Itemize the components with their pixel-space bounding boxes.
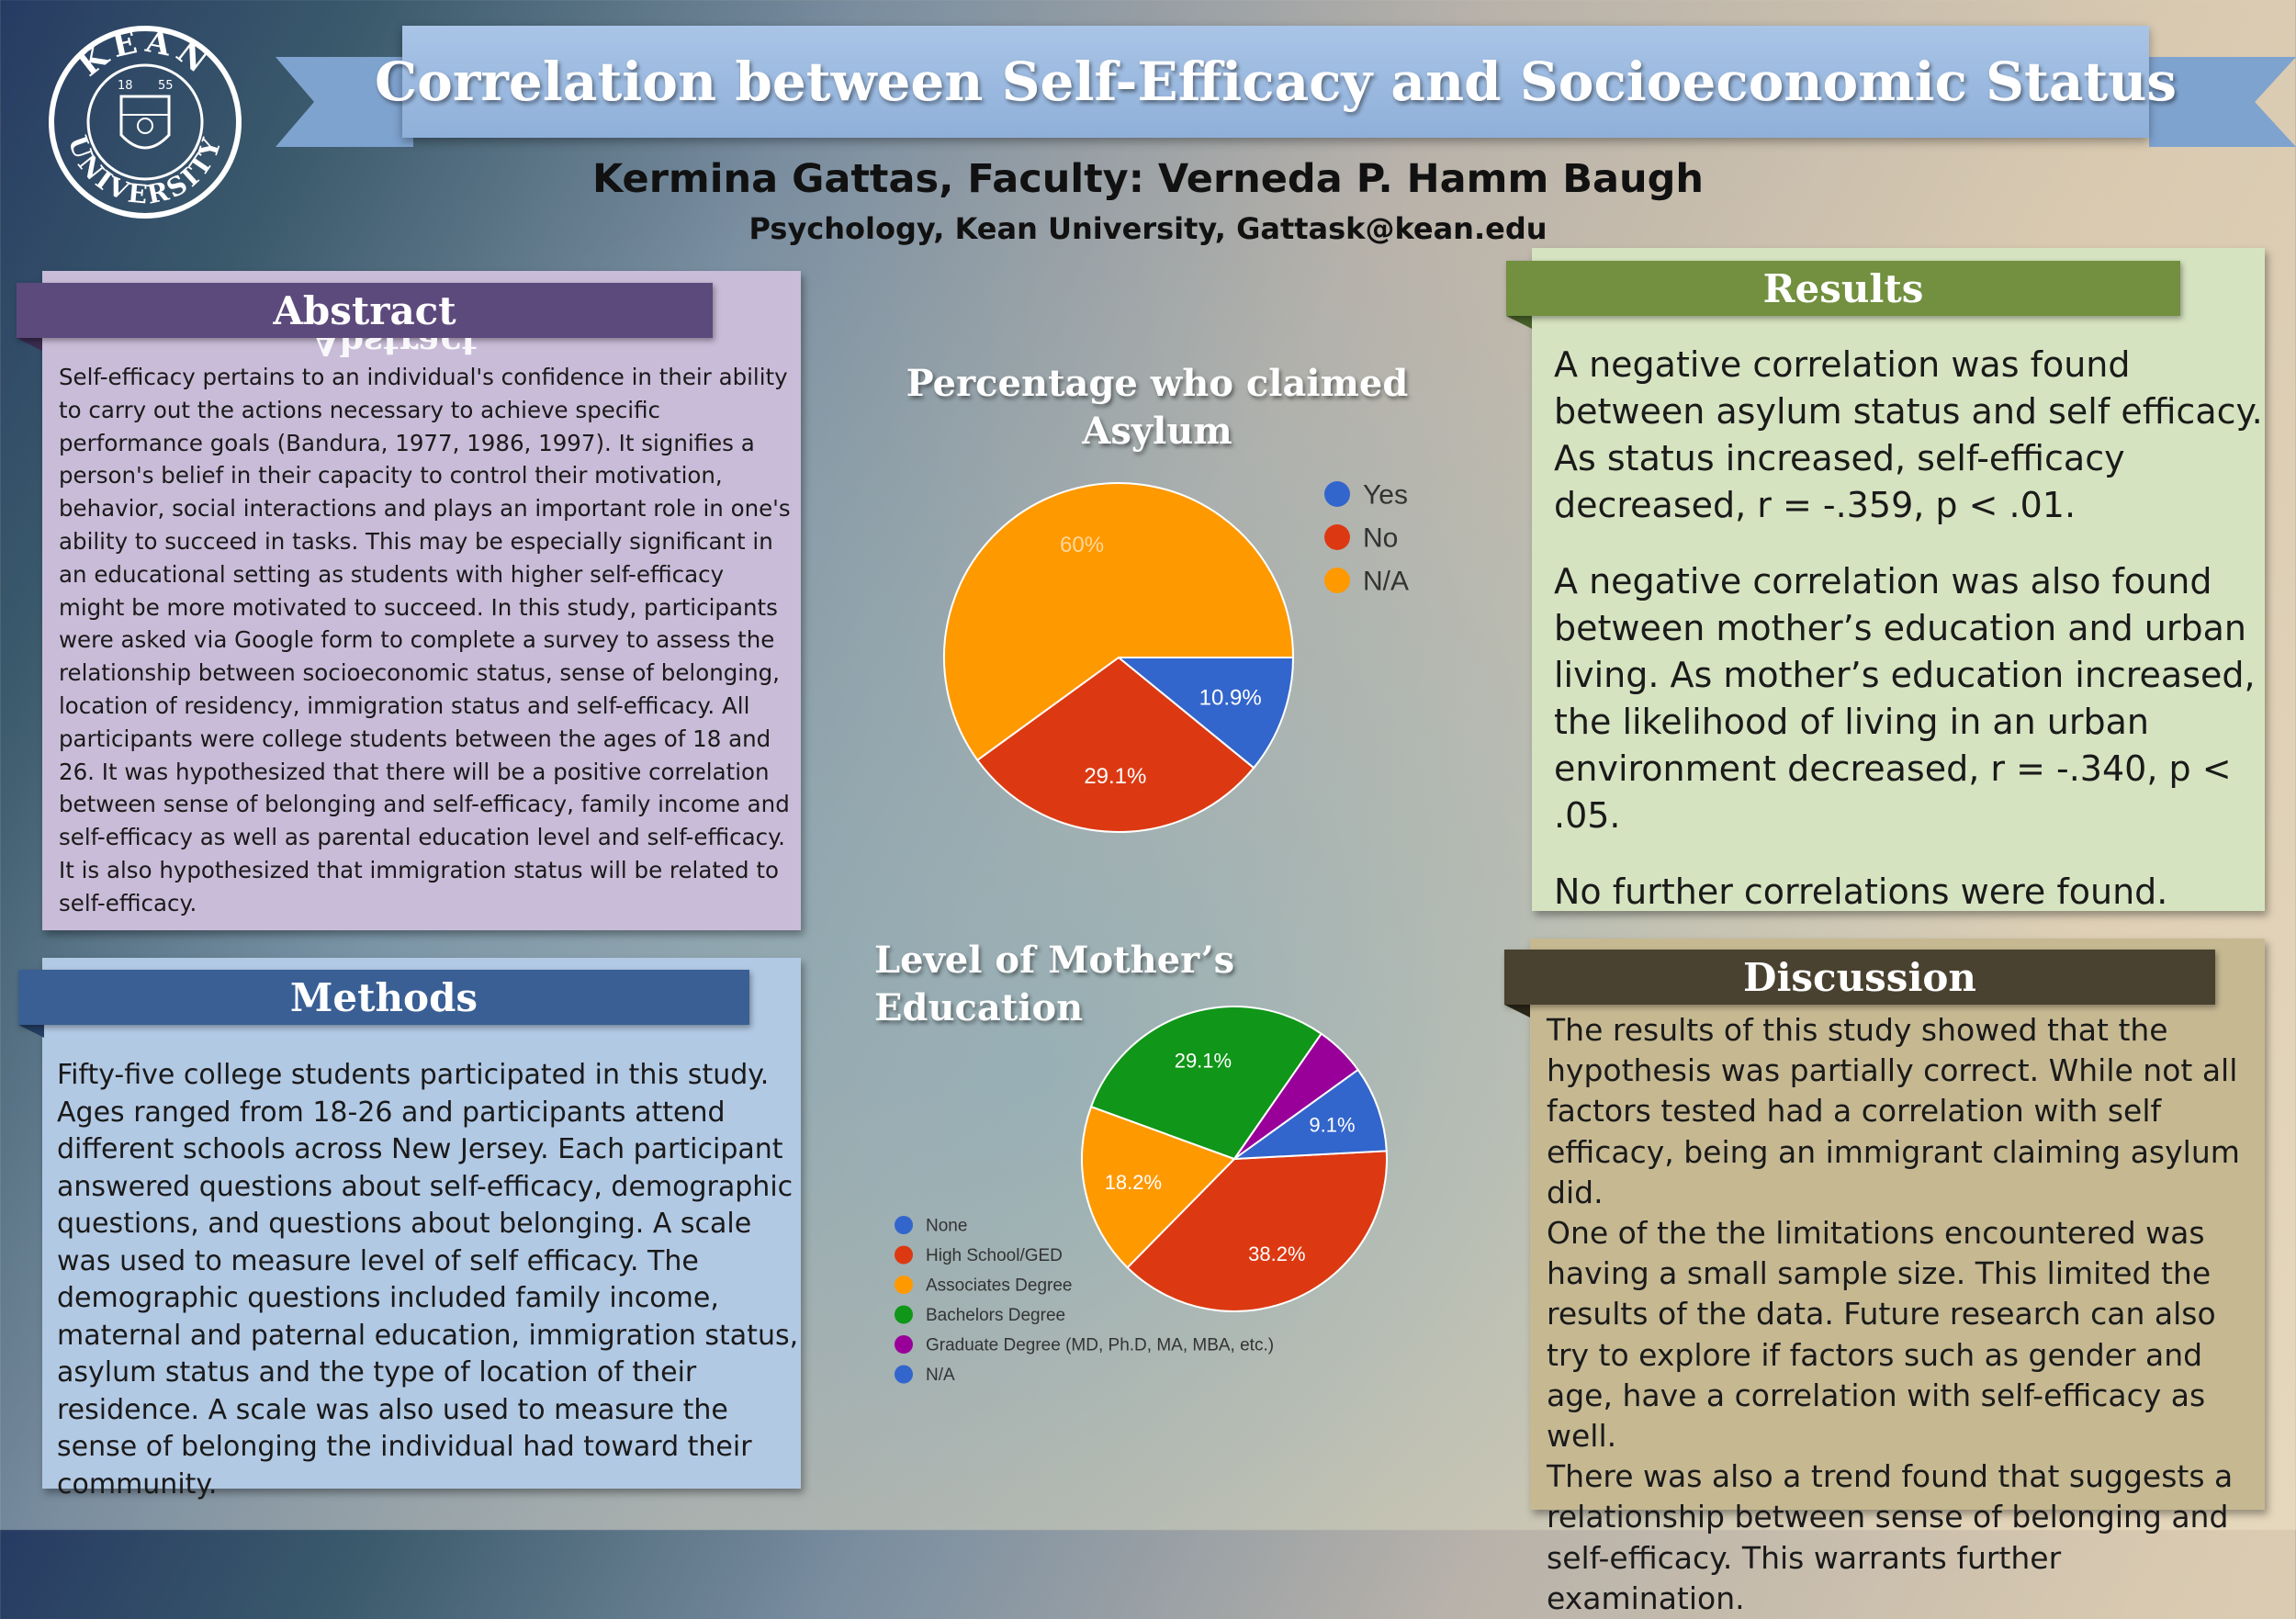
mother-education-data-label: 18.2% (1105, 1171, 1162, 1194)
asylum-legend-swatch (1324, 481, 1350, 507)
abstract-panel (42, 271, 801, 930)
discussion-paragraph: The results of this study showed that th… (1547, 1012, 2240, 1210)
mother-education-slice-bachelors-degree (1089, 1006, 1323, 1161)
mother-education-slice-associates-degree (1081, 1105, 1236, 1269)
results-paragraph: No further correlations were found. (1554, 871, 2168, 912)
asylum-data-label: 29.1% (1084, 764, 1146, 789)
mother-education-legend-swatch (895, 1216, 913, 1234)
mother-education-data-label: 38.2% (1248, 1242, 1305, 1265)
abstract-ribbon-fold (17, 338, 42, 351)
results-panel (1532, 248, 2265, 911)
mother-education-legend-label: Associates Degree (926, 1276, 1072, 1296)
mother-education-chart-title: Level of Mother’s Education (874, 939, 1235, 1029)
abstract-heading: Abstract (17, 283, 713, 338)
mother-education-legend-swatch (895, 1305, 913, 1324)
asylum-legend-label: No (1363, 523, 1398, 554)
mother-education-slice-high-school-ged (1126, 1150, 1388, 1312)
mother-education-legend-swatch (895, 1276, 913, 1294)
mother-education-legend-swatch (895, 1335, 913, 1354)
poster-title: Correlation between Self-Efficacy and So… (374, 51, 2178, 113)
asylum-legend-swatch (1324, 524, 1350, 550)
results-text: A negative correlation was found between… (1554, 342, 2270, 945)
abstract-text: Self-efficacy pertains to an individual'… (59, 364, 791, 916)
mother-education-legend-label: Bachelors Degree (926, 1306, 1065, 1325)
methods-ribbon-fold (18, 1025, 44, 1038)
mother-education-legend-swatch (895, 1365, 913, 1384)
mother-education-legend-swatch (895, 1245, 913, 1265)
mother-education-legend-label: High School/GED (926, 1246, 1063, 1265)
asylum-data-label: 10.9% (1199, 685, 1262, 710)
svg-text:18: 18 (118, 79, 133, 93)
discussion-ribbon-fold (1504, 1005, 1530, 1017)
asylum-legend-label: N/A (1363, 567, 1409, 597)
mother-education-data-label: 9.1% (1309, 1114, 1355, 1137)
discussion-paragraph: One of the the limitations encountered w… (1547, 1215, 2216, 1455)
methods-panel (42, 958, 801, 1489)
asylum-legend-label: Yes (1363, 480, 1408, 511)
results-ribbon-fold (1506, 316, 1532, 329)
affiliation-line: Psychology, Kean University, Gattask@kea… (748, 211, 1548, 246)
svg-text:55: 55 (158, 79, 174, 93)
title-banner: Correlation between Self-Efficacy and So… (375, 26, 2177, 138)
authors-line: Kermina Gattas, Faculty: Verneda P. Hamm… (591, 156, 1705, 202)
mother-education-legend-label: N/A (926, 1366, 955, 1385)
asylum-slice-yes (1116, 657, 1295, 770)
discussion-panel (1530, 939, 2265, 1510)
asylum-data-label: 60% (1060, 533, 1104, 557)
discussion-text: The results of this study showed that th… (1547, 1010, 2263, 1619)
charts-layer: 10.9% 29.1% 60% Yes No N/A 38.2% 18.2% 29.1% 9.1%… (895, 480, 1409, 1385)
asylum-slice-n-a (943, 482, 1295, 762)
asylum-slice-no (975, 656, 1255, 833)
methods-heading: Methods (18, 970, 749, 1025)
results-paragraph: A negative correlation was found between… (1554, 344, 2263, 525)
discussion-heading: Discussion (1504, 950, 2215, 1005)
asylum-legend-swatch (1324, 568, 1350, 593)
mother-education-legend-label: None (926, 1217, 967, 1236)
mother-education-legend-label: Graduate Degree (MD, Ph.D, MA, MBA, etc.… (926, 1336, 1274, 1355)
mother-education-slice-n-a (1231, 1068, 1388, 1161)
mother-education-data-label: 29.1% (1175, 1049, 1232, 1072)
results-paragraph: A negative correlation was also found be… (1554, 561, 2256, 836)
methods-text: Fifty-five college students participated… (57, 1059, 799, 1501)
results-heading: Results (1506, 261, 2180, 316)
kean-university-seal: KEAN UNIVERSITY 18 55 (49, 25, 242, 219)
asylum-chart-title: Percentage who claimed Asylum (906, 362, 1409, 453)
